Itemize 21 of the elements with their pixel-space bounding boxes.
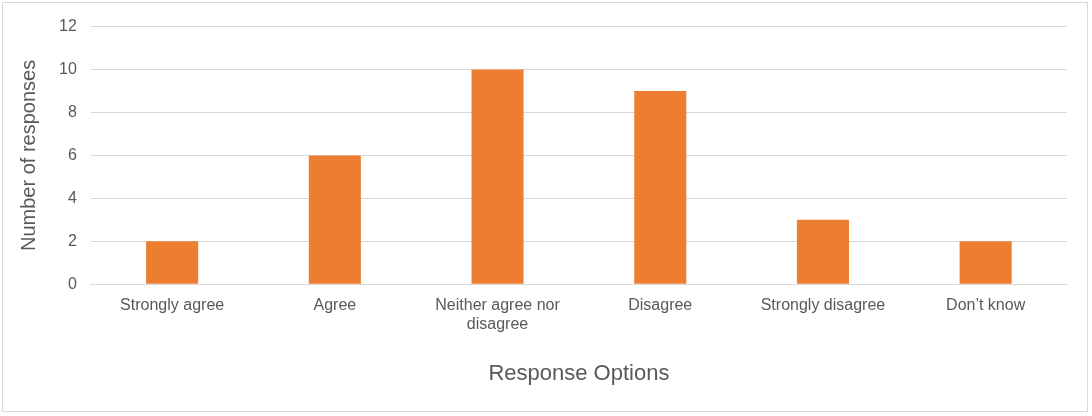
bar: [308, 155, 361, 284]
y-tick-label: 6: [67, 145, 77, 163]
y-tick-label: 8: [67, 102, 77, 120]
bar: [146, 241, 199, 284]
y-tick-label: 10: [59, 59, 77, 77]
y-tick-label: 2: [67, 231, 77, 249]
x-tick-label: Don’t know: [946, 296, 1026, 314]
bar: [796, 219, 849, 284]
bar: [959, 241, 1012, 284]
y-tick-label: 0: [67, 274, 77, 292]
y-tick-label: 12: [59, 17, 77, 35]
x-tick-label: Strongly agree: [120, 296, 225, 314]
x-tick-label: Neither agree nor disagree: [435, 296, 561, 333]
x-tick-label: Disagree: [628, 296, 693, 314]
y-axis-title: Number of responses: [16, 59, 39, 251]
y-tick-label: 4: [67, 188, 77, 206]
x-tick-label: Agree: [313, 296, 357, 314]
x-axis-title: Response Options: [488, 359, 670, 385]
bar: [634, 91, 687, 284]
bar: [471, 69, 524, 284]
x-tick-label: Strongly disagree: [760, 296, 886, 314]
